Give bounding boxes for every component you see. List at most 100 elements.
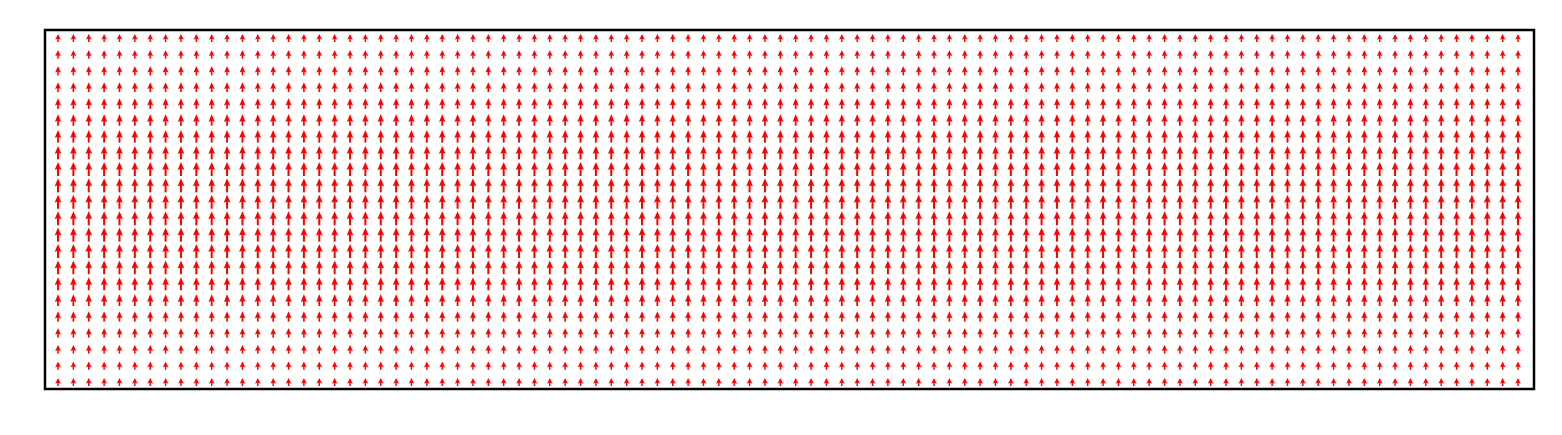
quiver-arrow xyxy=(1284,178,1291,193)
quiver-arrow xyxy=(1392,50,1398,59)
quiver-arrow xyxy=(347,82,353,93)
quiver-arrow xyxy=(132,361,138,370)
quiver-arrow xyxy=(516,378,522,386)
quiver-arrow xyxy=(1146,311,1153,322)
quiver-arrow xyxy=(269,260,277,275)
quiver-arrow xyxy=(1069,50,1076,59)
quiver-arrow xyxy=(961,243,969,258)
quiver-arrow xyxy=(654,328,661,338)
quiver-arrow xyxy=(915,243,923,258)
quiver-arrow xyxy=(946,311,953,322)
quiver-arrow xyxy=(608,98,615,109)
quiver-arrow xyxy=(500,50,507,59)
quiver-arrow xyxy=(1084,66,1091,76)
quiver-arrow xyxy=(639,344,645,354)
quiver-arrow xyxy=(915,194,923,209)
quiver-arrow xyxy=(1391,211,1399,226)
quiver-arrow xyxy=(1084,294,1091,307)
quiver-arrow xyxy=(1161,66,1168,76)
quiver-arrow xyxy=(1376,227,1384,242)
quiver-arrow xyxy=(1268,145,1276,160)
quiver-arrow xyxy=(1453,344,1460,354)
quiver-arrow xyxy=(1023,66,1030,76)
quiver-arrow xyxy=(1130,260,1138,275)
quiver-arrow xyxy=(853,211,861,226)
quiver-arrow xyxy=(1084,130,1091,143)
quiver-arrow xyxy=(1238,98,1245,109)
quiver-arrow xyxy=(792,361,799,370)
quiver-arrow xyxy=(1207,114,1214,126)
quiver-arrow xyxy=(1453,130,1460,143)
quiver-arrow xyxy=(1376,34,1383,42)
quiver-arrow xyxy=(377,243,385,258)
quiver-arrow xyxy=(1130,243,1138,258)
quiver-arrow xyxy=(1222,311,1230,322)
quiver-arrow xyxy=(316,294,323,307)
quiver-arrow xyxy=(377,145,385,160)
quiver-arrow xyxy=(946,82,953,93)
quiver-arrow xyxy=(1284,162,1291,177)
quiver-arrow xyxy=(208,82,215,93)
quiver-arrow xyxy=(285,227,292,242)
quiver-arrow xyxy=(1099,260,1107,275)
quiver-arrow xyxy=(285,162,292,177)
quiver-arrow xyxy=(1161,277,1168,291)
quiver-arrow xyxy=(1407,178,1414,193)
quiver-arrow xyxy=(746,378,753,386)
quiver-arrow xyxy=(1391,227,1399,242)
quiver-arrow xyxy=(777,294,784,307)
quiver-arrow xyxy=(1084,344,1091,354)
quiver-arrow xyxy=(193,311,200,322)
quiver-arrow xyxy=(101,66,108,76)
quiver-arrow xyxy=(54,260,62,275)
quiver-arrow xyxy=(838,277,846,291)
quiver-arrow xyxy=(1315,82,1322,93)
quiver-arrow xyxy=(1422,145,1430,160)
quiver-arrow xyxy=(1176,294,1184,307)
quiver-arrow xyxy=(146,211,154,226)
quiver-arrow xyxy=(1499,227,1507,242)
quiver-arrow xyxy=(1422,243,1430,258)
quiver-arrow xyxy=(315,227,323,242)
quiver-arrow xyxy=(70,311,77,322)
quiver-arrow xyxy=(931,378,937,386)
quiver-arrow xyxy=(639,34,645,42)
quiver-arrow xyxy=(85,277,93,291)
quiver-arrow xyxy=(700,66,707,76)
quiver-arrow xyxy=(777,328,784,338)
quiver-arrow xyxy=(362,344,369,354)
quiver-arrow xyxy=(653,178,661,193)
quiver-arrow xyxy=(685,50,691,59)
quiver-arrow xyxy=(1284,227,1291,242)
quiver-arrow xyxy=(1514,98,1522,109)
quiver-arrow xyxy=(131,50,138,59)
quiver-arrow xyxy=(1437,130,1445,143)
quiver-arrow xyxy=(300,114,308,126)
quiver-arrow xyxy=(101,311,108,322)
quiver-arrow xyxy=(700,328,707,338)
quiver-arrow xyxy=(193,361,200,370)
quiver-arrow xyxy=(638,178,646,193)
quiver-arrow xyxy=(439,82,446,93)
quiver-arrow xyxy=(223,98,231,109)
quiver-arrow xyxy=(1176,130,1184,143)
quiver-arrow xyxy=(362,66,369,76)
quiver-arrow xyxy=(900,344,907,354)
quiver-arrow xyxy=(500,328,507,338)
quiver-arrow xyxy=(377,98,384,109)
quiver-arrow xyxy=(1422,311,1429,322)
quiver-arrow xyxy=(331,82,338,93)
quiver-arrow xyxy=(193,82,200,93)
quiver-arrow xyxy=(285,34,292,42)
quiver-arrow xyxy=(1100,66,1106,76)
quiver-arrow xyxy=(1345,211,1353,226)
quiver-arrow xyxy=(1268,194,1276,209)
quiver-arrow xyxy=(807,114,815,126)
quiver-arrow xyxy=(869,82,876,93)
quiver-arrow xyxy=(562,66,569,76)
quiver-arrow xyxy=(577,311,584,322)
quiver-arrow xyxy=(1161,34,1168,42)
quiver-arrow xyxy=(592,145,600,160)
quiver-arrow xyxy=(454,178,461,193)
quiver-arrow xyxy=(946,66,953,76)
